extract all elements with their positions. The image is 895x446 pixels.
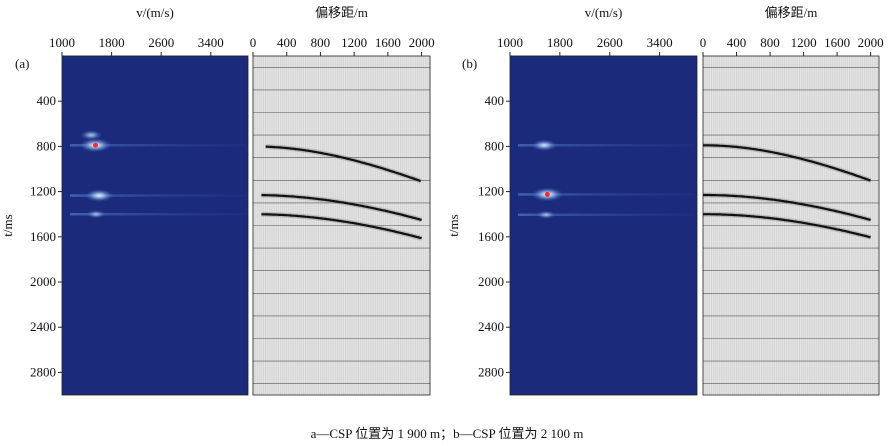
- energy-peak: [92, 142, 98, 148]
- energy-band: [70, 144, 246, 147]
- velocity-scan-background: [62, 56, 248, 395]
- x-tick-label: 3400: [198, 35, 224, 50]
- x-axis-label-offset: 偏移距/m: [315, 5, 368, 20]
- x-tick-label: 1600: [824, 35, 850, 50]
- event-curve: [261, 213, 422, 240]
- x-tick-label: 0: [250, 35, 257, 50]
- y-tick-label: 1600: [30, 229, 56, 244]
- x-tick-label: 1200: [791, 35, 817, 50]
- y-tick-label: 1200: [478, 184, 504, 199]
- x-tick-label: 2000: [409, 35, 435, 50]
- event-curve: [703, 213, 871, 239]
- y-tick-label: 1600: [478, 229, 504, 244]
- panel-tag: (b): [462, 56, 477, 71]
- energy-blob: [536, 210, 556, 220]
- energy-band: [518, 213, 695, 216]
- y-tick-label: 800: [37, 138, 57, 153]
- x-tick-label: 0: [700, 35, 707, 50]
- y-tick-label: 2000: [30, 274, 56, 289]
- energy-band: [70, 194, 246, 197]
- y-axis-label: t/ms: [446, 214, 461, 236]
- x-tick-label: 1000: [49, 35, 75, 50]
- energy-peak: [544, 191, 550, 197]
- figure-caption: a—CSP 位置为 1 900 m；b—CSP 位置为 2 100 m: [311, 426, 584, 442]
- event-curve: [261, 194, 422, 221]
- x-tick-label: 2000: [858, 35, 884, 50]
- energy-blob: [80, 130, 103, 141]
- y-tick-label: 1200: [30, 184, 56, 199]
- x-axis-label-velocity: v/(m/s): [585, 5, 623, 20]
- y-tick-label: 800: [485, 138, 505, 153]
- y-axis-label: t/ms: [0, 214, 15, 236]
- x-tick-label: 800: [311, 35, 331, 50]
- y-tick-label: 2800: [30, 364, 56, 379]
- x-tick-label: 1200: [341, 35, 367, 50]
- x-tick-label: 400: [727, 35, 747, 50]
- x-tick-label: 2600: [597, 35, 623, 50]
- x-tick-label: 800: [760, 35, 780, 50]
- energy-band: [518, 193, 695, 196]
- velocity-scan-background: [510, 56, 697, 395]
- y-tick-label: 400: [37, 93, 57, 108]
- x-tick-label: 1600: [375, 35, 401, 50]
- x-tick-label: 1000: [497, 35, 523, 50]
- energy-blob: [531, 139, 558, 152]
- y-tick-label: 2400: [478, 319, 504, 334]
- panel-b: (b) 1000 1800 2600 3400 v/(m/s) 400 800 1200 1600…: [446, 5, 884, 396]
- x-tick-label: 3400: [647, 35, 673, 50]
- x-axis-label-velocity: v/(m/s): [136, 5, 174, 20]
- gather-frame: [252, 55, 431, 396]
- x-tick-label: 400: [277, 35, 297, 50]
- x-tick-label: 1800: [99, 35, 125, 50]
- event-curve: [703, 144, 871, 182]
- energy-band: [70, 213, 246, 216]
- event-curve: [265, 145, 422, 183]
- panel-tag: (a): [15, 56, 29, 71]
- y-tick-label: 2800: [478, 364, 504, 379]
- gather-frame: [702, 55, 880, 396]
- x-axis-label-offset: 偏移距/m: [765, 5, 818, 20]
- energy-blob: [86, 209, 106, 219]
- panel-a: (a) 1000 1800 2600 3400 v/(m/s) 400 800 1200 1600…: [0, 5, 435, 396]
- energy-band: [518, 144, 695, 147]
- y-tick-label: 400: [485, 93, 505, 108]
- y-tick-label: 2400: [30, 319, 56, 334]
- event-curve: [703, 193, 871, 221]
- energy-blob: [84, 189, 114, 202]
- x-tick-label: 1800: [547, 35, 573, 50]
- y-tick-label: 2000: [478, 274, 504, 289]
- x-tick-label: 2600: [148, 35, 174, 50]
